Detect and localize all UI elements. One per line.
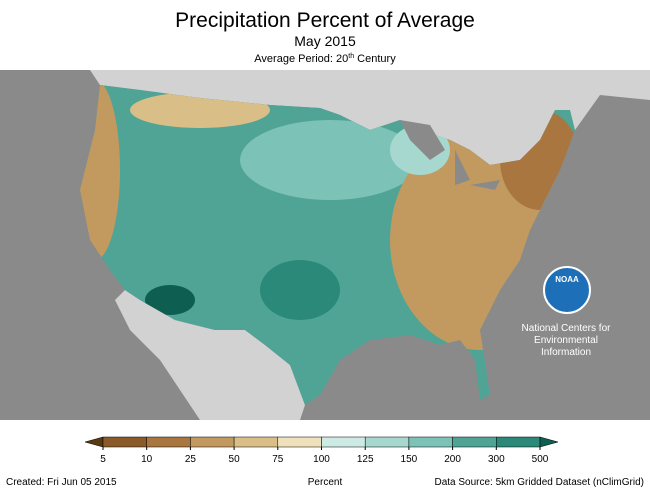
subtitle: May 2015 [294,33,356,49]
colorbar-bin [452,436,497,448]
created: Created: Fri Jun 05 2015 [6,477,117,488]
legend-label: Percent [308,477,343,488]
tick-label: 50 [229,454,241,465]
tick-label: 100 [313,454,330,465]
colorbar-bin [321,436,366,448]
great-lakes [400,120,500,190]
tick-label: 10 [141,454,153,465]
region [240,120,420,200]
noaa-text: NOAA [555,275,579,284]
tick-label: 200 [444,454,461,465]
tick-label: 25 [185,454,197,465]
colorbar-arrow [539,436,559,448]
tick-label: 150 [401,454,418,465]
colorbar-bin [146,436,191,448]
colorbar-bin [408,436,453,448]
colorbar-bin [496,436,541,448]
logo-line: National Centers for [522,323,612,334]
colorbar-bin [190,436,235,448]
colorbar-bin [102,436,147,448]
period: Average Period: 20th Century [254,53,396,65]
source: Data Source: 5km Gridded Dataset (nClimG… [434,477,644,488]
colorbar-bin [233,436,279,448]
noaa-logo [543,266,591,314]
logo-line: Information [541,347,591,358]
region [145,285,195,315]
region [260,260,340,320]
tick-label: 500 [532,454,549,465]
title: Precipitation Percent of Average [175,9,475,32]
logo-line: Environmental [534,335,598,346]
mexico [115,290,305,420]
tick-label: 5 [100,454,106,465]
tick-label: 125 [357,454,374,465]
colorbar-bin [277,436,322,448]
map: NOAA National Centers for Environmental … [0,70,650,420]
tick-label: 300 [488,454,505,465]
tick-label: 75 [272,454,284,465]
canada [90,70,650,165]
colorbar-bin [364,436,410,448]
colorbar: 5 10 25 50 75 100 125 150 200 300 500 [84,436,559,465]
